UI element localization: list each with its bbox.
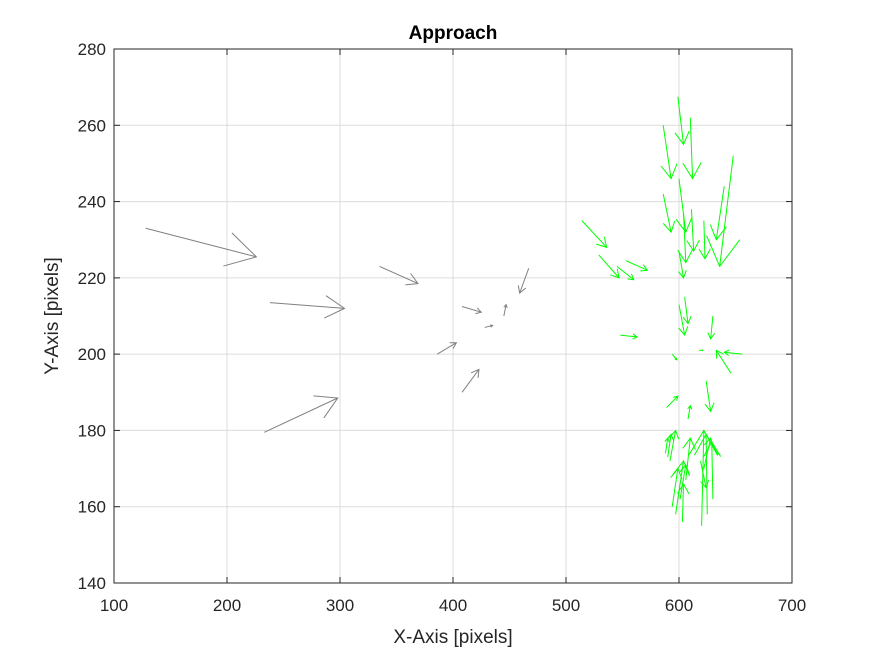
arrow-series-1 — [145, 227, 530, 433]
y-tick-label: 200 — [78, 345, 106, 364]
vector-arrow — [687, 404, 693, 420]
y-axis-label: Y-Axis [pixels] — [42, 257, 63, 375]
vector-arrow — [145, 227, 258, 267]
vector-arrow — [669, 429, 680, 462]
vector-arrow — [699, 460, 710, 489]
vector-arrow — [662, 193, 676, 234]
arrow-field — [145, 96, 743, 526]
tick-labels: 100 200 300 400 500 600 700 140 160 180 200 220 240 2… — [78, 40, 807, 615]
x-tick-label: 100 — [100, 596, 128, 615]
vector-arrow — [670, 467, 683, 507]
vector-arrow — [686, 209, 700, 253]
vector-arrow — [674, 96, 690, 146]
arrow-series-2 — [581, 96, 743, 526]
vector-arrow — [675, 178, 693, 234]
vector-arrow — [682, 296, 692, 325]
vector-arrow — [269, 295, 346, 319]
vector-arrow — [699, 349, 704, 352]
x-tick-label: 400 — [439, 596, 467, 615]
vector-arrow — [660, 125, 678, 180]
vector-arrow — [678, 304, 689, 337]
chart-title: Approach — [409, 23, 498, 44]
vector-arrow — [620, 333, 639, 340]
vector-arrow — [698, 220, 711, 260]
vector-arrow — [677, 212, 694, 264]
vector-arrow — [671, 353, 678, 361]
x-tick-label: 600 — [665, 596, 693, 615]
x-tick-label: 200 — [213, 596, 241, 615]
vector-arrow — [666, 433, 675, 458]
y-tick-label: 240 — [78, 193, 106, 212]
y-tick-label: 280 — [78, 40, 106, 59]
vector-arrow — [678, 463, 690, 500]
vector-arrow — [706, 155, 741, 268]
vector-arrow — [461, 368, 480, 393]
vector-arrow — [461, 305, 483, 315]
y-tick-label: 140 — [78, 574, 106, 593]
vector-arrow — [264, 395, 339, 433]
vector-arrow — [598, 254, 620, 279]
y-tick-label: 220 — [78, 269, 106, 288]
vector-arrow — [693, 433, 719, 515]
vector-arrow — [616, 266, 635, 281]
vector-arrow — [715, 349, 732, 374]
vector-arrow — [517, 268, 530, 295]
vector-arrow — [484, 324, 494, 328]
vector-arrow — [704, 380, 715, 413]
y-tick-label: 180 — [78, 421, 106, 440]
vector-arrow — [682, 437, 696, 481]
vector-arrow — [682, 117, 702, 180]
vector-arrow — [709, 186, 727, 241]
vector-arrow — [581, 220, 608, 249]
vector-arrow — [436, 342, 458, 355]
x-tick-label: 700 — [778, 596, 806, 615]
vector-arrow — [703, 437, 714, 469]
vector-arrow — [503, 303, 508, 317]
x-tick-label: 300 — [326, 596, 354, 615]
vector-arrow — [664, 437, 670, 454]
vector-arrow — [379, 265, 419, 286]
x-axis-label: X-Axis [pixels] — [393, 627, 512, 648]
axes — [113, 48, 793, 584]
y-tick-label: 260 — [78, 116, 106, 135]
vector-arrow — [688, 429, 719, 526]
x-tick-label: 500 — [552, 596, 580, 615]
y-tick-label: 160 — [78, 498, 106, 517]
vector-arrow — [625, 260, 649, 272]
vector-arrow — [707, 315, 716, 340]
vector-arrow — [677, 251, 687, 279]
vector-arrow — [677, 482, 690, 522]
vector-arrow — [666, 395, 679, 408]
vector-arrow — [723, 349, 743, 356]
